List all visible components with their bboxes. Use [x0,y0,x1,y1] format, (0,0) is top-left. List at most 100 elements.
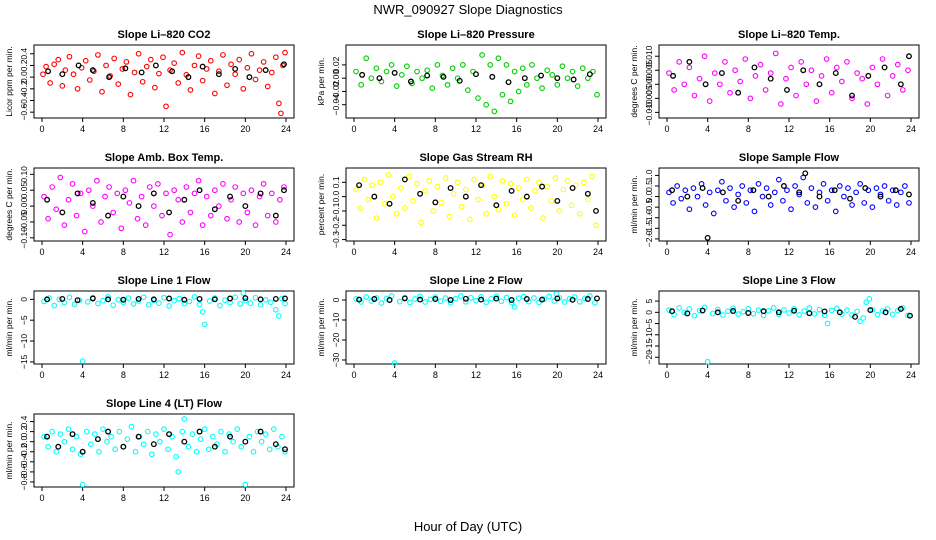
data-point [171,60,178,66]
data-point [857,318,864,325]
data-point [681,81,688,88]
data-point [714,187,721,194]
data-point [897,81,904,88]
y-tick-label: −0.3 [331,231,341,248]
data-point [750,187,757,194]
data-point [83,428,90,435]
data-point [730,308,737,314]
data-point [69,431,76,438]
data-point [118,225,125,232]
data-point [839,78,845,85]
data-point [548,198,555,204]
data-point [66,53,73,60]
data-point [120,299,127,306]
x-tick-label: 8 [746,370,751,380]
data-point [747,95,754,102]
data-series [45,61,287,81]
data-point [849,92,855,99]
data-point [906,53,912,60]
data-point [459,62,466,68]
y-tick-label: −30 [331,353,341,368]
data-point [135,203,142,210]
data-point [215,71,222,78]
data-point [714,306,721,313]
data-point [356,296,363,303]
data-point [816,81,823,88]
chart-panel: Slope Amb. Box Temp. 0 4 8 12 16 20 24 −0.10−0.0… [4,152,295,257]
x-tick-label: 8 [121,370,126,380]
x-tick-label: 4 [705,247,710,257]
data-point [227,295,234,302]
data-point [704,234,711,241]
data-point [471,176,477,183]
data-point [519,196,526,203]
data-point [150,203,157,209]
y-tick-label: −0.05 [19,211,29,233]
data-point [694,193,701,200]
data-point [282,448,288,455]
data-point [861,200,868,206]
data-point [467,216,473,223]
data-point [508,297,515,303]
data-point [862,185,869,192]
data-point [120,193,127,200]
data-point [147,56,154,63]
y-tick-label: −0.010 [644,99,654,126]
data-point [199,309,206,315]
data-point [191,190,198,197]
data-point [179,49,186,56]
data-point [230,438,236,445]
data-point [148,451,155,458]
data-point [358,81,364,88]
data-series [41,416,288,488]
data-point [216,68,222,75]
data-point [76,297,83,304]
data-point [462,186,469,193]
data-point [359,71,366,78]
data-point [232,294,239,301]
data-point [854,308,860,315]
data-point [452,295,459,302]
y-tick-label: 0 [19,297,29,302]
data-point [252,294,259,301]
data-point [389,193,396,200]
y-tick-label: −5 [644,318,654,328]
data-point [216,203,222,209]
chart-panel: Slope Line 3 Flow 0 4 8 12 16 20 24 −20−15−10−5 0… [629,275,920,380]
y-tick-label: −15 [19,354,29,369]
data-point [710,210,717,217]
data-point [462,295,469,302]
y-axis-label: Licor ppm per min. [4,46,14,116]
data-point [690,185,697,191]
data-series [356,295,600,303]
y-tick-label: 0.0 [19,436,29,448]
data-point [828,307,835,314]
data-point [242,295,249,302]
data-series [353,172,599,229]
data-point [74,85,81,92]
data-point [523,81,530,88]
panel-title: Slope Amb. Box Temp. [105,152,224,164]
data-point [95,52,101,58]
data-point [43,63,49,70]
data-series [41,174,287,238]
data-point [373,65,380,72]
data-point [246,74,253,81]
data-point [831,187,838,194]
data-point [437,298,444,305]
data-point [166,295,173,302]
y-tick-label: 0.0 [331,190,341,202]
data-point [49,184,56,190]
data-point [45,68,52,75]
data-point [534,75,540,82]
data-point [79,448,86,455]
data-point [114,190,121,197]
data-point [483,299,490,306]
data-point [564,178,571,184]
x-tick-label: 8 [433,124,438,134]
x-tick-label: 16 [200,247,210,257]
data-point [743,200,750,206]
data-point [569,185,576,191]
data-point [234,426,241,432]
data-point [572,182,579,189]
